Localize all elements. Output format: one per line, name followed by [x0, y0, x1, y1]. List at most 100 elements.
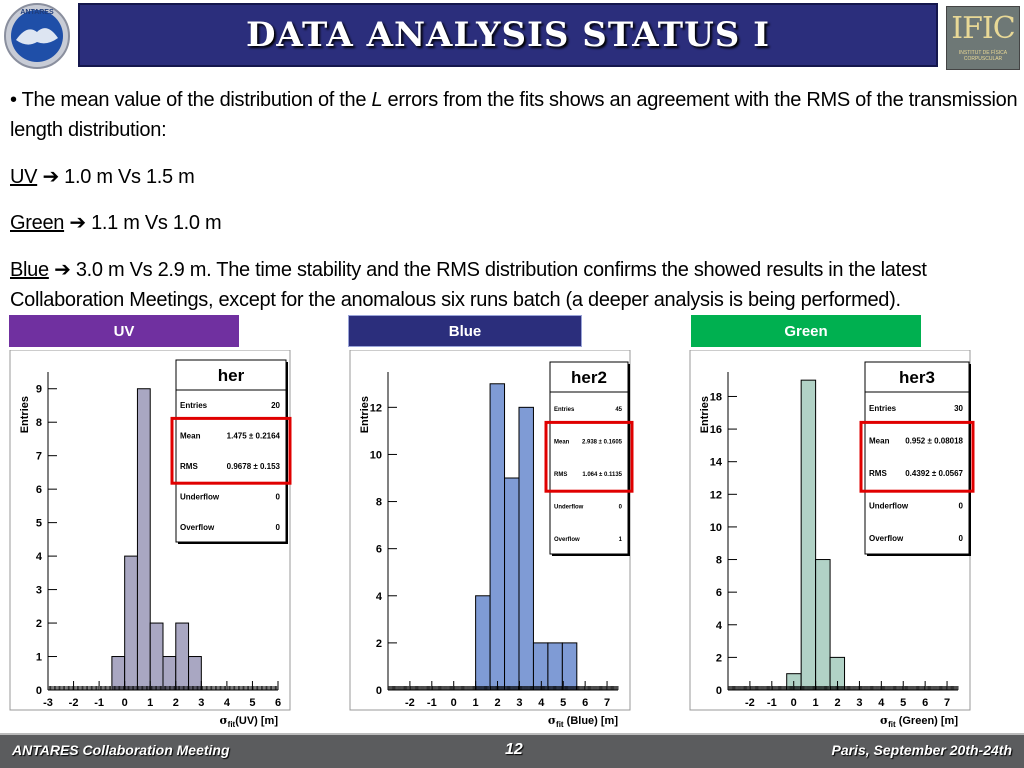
slide-title: DATA ANALYSIS STATUS I — [245, 15, 771, 55]
x-tick-label: 6 — [275, 697, 281, 709]
x-tick-label: 1 — [147, 697, 153, 709]
stats-label: Mean — [180, 432, 201, 441]
blue-tag: Blue — [348, 315, 582, 347]
y-tick-label: 9 — [36, 384, 42, 396]
arrow-icon: ➔ — [69, 210, 86, 234]
histogram-bar — [162, 656, 177, 691]
green-tag: Green — [691, 315, 921, 347]
y-tick-label: 1 — [36, 652, 42, 664]
y-tick-label: 16 — [710, 424, 722, 436]
uv-histogram: -3 -2 -1 0 1 2 3 4 5 6 0 1 2 3 4 5 6 7 8 9 Entries σfit(UV) [… — [9, 350, 292, 729]
y-tick-label: 2 — [716, 652, 722, 664]
green-line: Green ➔ 1.1 m Vs 1.0 m — [10, 207, 1020, 238]
histogram-bar — [532, 642, 549, 691]
histogram-bar — [149, 622, 164, 691]
y-tick-label: 6 — [376, 544, 382, 556]
stats-value: 0.4392 ± 0.0567 — [905, 469, 963, 478]
y-tick-label: 18 — [710, 391, 722, 403]
y-tick-label: 8 — [716, 555, 722, 567]
antares-logo-text: ANTARES — [20, 9, 54, 16]
histogram-name: her — [218, 366, 245, 385]
green-line-label: Green — [10, 212, 65, 234]
x-tick-label: -2 — [69, 697, 79, 709]
blue-line: Blue ➔ 3.0 m Vs 2.9 m. The time stabilit… — [10, 254, 1020, 315]
stats-box — [175, 359, 287, 543]
stats-label: Underflow — [554, 504, 584, 510]
x-tick-label: 1 — [473, 697, 479, 709]
x-tick-label: 3 — [198, 697, 204, 709]
stats-label: Entries — [554, 407, 575, 413]
histogram-bar — [124, 555, 138, 691]
histogram-bar — [504, 477, 520, 691]
y-tick-label: 2 — [36, 618, 42, 630]
x-tick-label: 0 — [791, 697, 797, 709]
y-tick-label: 4 — [36, 551, 43, 563]
y-tick-label: 2 — [376, 638, 382, 650]
stats-label: Overflow — [554, 537, 580, 543]
x-tick-label: 3 — [516, 697, 522, 709]
uv-line-label: UV — [10, 166, 38, 188]
stats-label: RMS — [869, 469, 887, 478]
x-tick-label: 4 — [224, 697, 231, 709]
blue-line-label: Blue — [10, 259, 49, 281]
y-tick-label: 4 — [716, 620, 723, 632]
y-tick-label: 10 — [710, 522, 722, 534]
x-tick-label: 5 — [560, 697, 566, 709]
x-tick-label: 5 — [900, 697, 906, 709]
x-tick-label: 2 — [494, 697, 500, 709]
y-tick-label: 6 — [716, 587, 722, 599]
x-tick-label: 7 — [944, 697, 950, 709]
histogram-name: her3 — [899, 368, 935, 387]
bullet-text-b: errors from the fits shows an agreement … — [10, 89, 1018, 141]
y-tick-label: 4 — [376, 591, 383, 603]
histogram-bar — [547, 642, 563, 691]
blue-line-text: 3.0 m Vs 2.9 m. The time stability and t… — [10, 259, 927, 311]
stats-label: Underflow — [869, 501, 909, 510]
stats-value: 30 — [954, 404, 963, 413]
stats-value: 0 — [959, 501, 964, 510]
x-axis-label: σfit (Blue) [m] — [548, 714, 618, 729]
histogram-name: her2 — [571, 368, 607, 387]
histogram-bar — [136, 388, 151, 691]
stats-value: 45 — [615, 407, 622, 413]
y-tick-label: 12 — [370, 402, 382, 414]
y-tick-label: 10 — [370, 449, 382, 461]
uv-line-text: 1.0 m Vs 1.5 m — [58, 166, 195, 188]
histogram-bar — [800, 379, 817, 691]
stats-label: RMS — [554, 472, 567, 478]
y-tick-label: 5 — [36, 518, 42, 530]
green-line-text: 1.1 m Vs 1.0 m — [85, 212, 222, 234]
histogram-bar — [518, 406, 534, 691]
x-tick-label: 6 — [922, 697, 928, 709]
histogram-bar — [188, 656, 202, 691]
footer-left: ANTARES Collaboration Meeting — [12, 742, 230, 758]
stats-value: 0 — [619, 504, 623, 510]
arrow-icon: ➔ — [54, 257, 71, 281]
stats-label: Entries — [869, 404, 897, 413]
histogram-bar — [489, 383, 506, 691]
stats-label: Entries — [180, 401, 208, 410]
stats-label: Mean — [869, 437, 890, 446]
ific-logo-text: IFIC — [951, 11, 1015, 46]
stats-label: Overflow — [869, 534, 904, 543]
x-tick-label: 0 — [122, 697, 128, 709]
histogram-bar — [475, 595, 491, 691]
y-tick-label: 3 — [36, 585, 42, 597]
bullet-paragraph: • The mean value of the distribution of … — [10, 85, 1020, 145]
stats-label: RMS — [180, 462, 198, 471]
y-tick-label: 7 — [36, 451, 42, 463]
page-number: 12 — [505, 741, 523, 758]
y-tick-label: 12 — [710, 489, 722, 501]
stats-label: Underflow — [180, 492, 220, 501]
x-tick-label: -1 — [94, 697, 104, 709]
y-axis-label: Entries — [699, 396, 711, 433]
arrow-icon: ➔ — [42, 164, 59, 188]
y-tick-label: 0 — [376, 685, 382, 697]
y-axis-label: Entries — [359, 396, 371, 433]
title-bar: DATA ANALYSIS STATUS I — [78, 3, 938, 67]
stats-value: 0 — [959, 534, 964, 543]
x-axis-label: σfit(UV) [m] — [220, 714, 279, 729]
x-axis-label: σfit (Green) [m] — [880, 714, 958, 729]
ific-logo-subtext: INSTITUT DE FÍSICA CORPUSCULAR — [958, 50, 1008, 62]
